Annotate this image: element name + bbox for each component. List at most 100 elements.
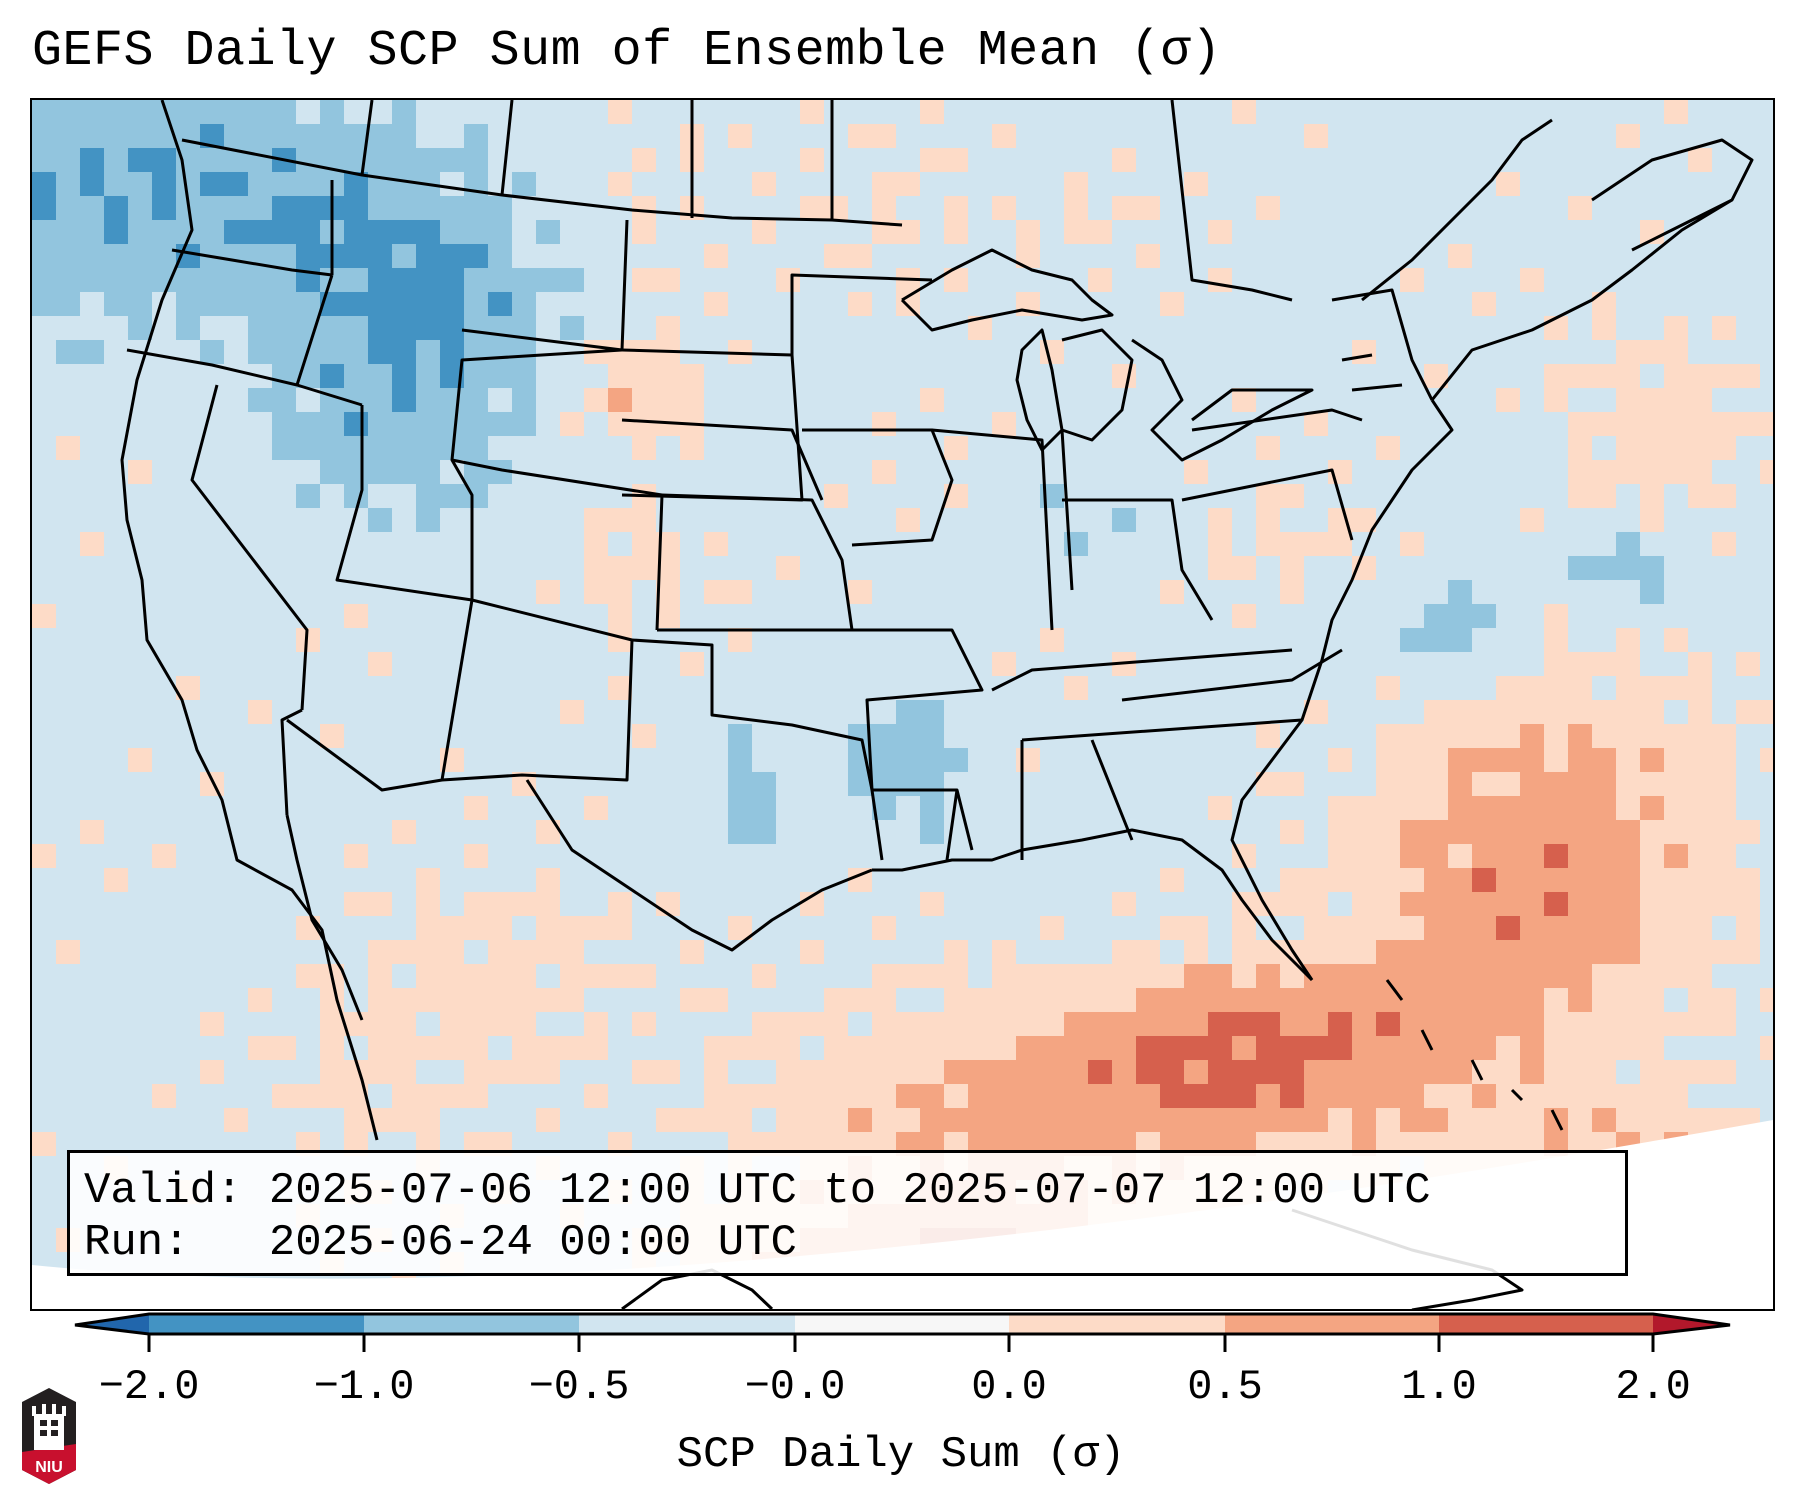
heatmap-cell (776, 1060, 800, 1084)
heatmap-cell (1424, 820, 1448, 844)
heatmap-cell (1688, 868, 1712, 892)
heatmap-cell (608, 100, 632, 124)
heatmap-cell (320, 340, 344, 364)
heatmap-cell (200, 340, 224, 364)
heatmap-cell (1640, 964, 1664, 988)
heatmap-cell (512, 172, 536, 196)
heatmap-cell (416, 316, 440, 340)
heatmap-cell (1064, 172, 1088, 196)
heatmap-cell (32, 220, 56, 244)
heatmap-cell (128, 124, 152, 148)
heatmap-cell (1328, 796, 1352, 820)
heatmap-cell (1352, 1012, 1376, 1036)
heatmap-cell (1424, 892, 1448, 916)
heatmap-cell (368, 1012, 392, 1036)
heatmap-cell (1232, 988, 1256, 1012)
heatmap-cell (1040, 628, 1064, 652)
tick-label: −0.0 (744, 1363, 846, 1411)
heatmap-cell (872, 748, 896, 772)
heatmap-cell (1016, 964, 1040, 988)
heatmap-cell (1640, 340, 1664, 364)
heatmap-cell (1040, 340, 1064, 364)
heatmap-cell (1640, 892, 1664, 916)
heatmap-cell (224, 196, 248, 220)
heatmap-cell (1472, 916, 1496, 940)
heatmap-cell (488, 364, 512, 388)
heatmap-cell (1400, 988, 1424, 1012)
heatmap-cell (608, 364, 632, 388)
heatmap-cell (1664, 1084, 1688, 1108)
heatmap-cell (656, 364, 680, 388)
heatmap-cell (1352, 892, 1376, 916)
heatmap-cell (320, 316, 344, 340)
niu-logo-text: NIU (35, 1459, 63, 1476)
heatmap-cell (1688, 748, 1712, 772)
heatmap-cell (1544, 916, 1568, 940)
heatmap-cell (344, 220, 368, 244)
heatmap-cell (272, 196, 296, 220)
heatmap-cell (1160, 868, 1184, 892)
border-wa-or (171, 248, 333, 277)
heatmap-cell (1184, 916, 1208, 940)
heatmap-cell (1304, 940, 1328, 964)
heatmap-cell (1448, 628, 1472, 652)
heatmap-cell (104, 868, 128, 892)
heatmap-cell (896, 724, 920, 748)
tick-label: 2.0 (1615, 1363, 1691, 1411)
heatmap-cell (152, 172, 176, 196)
heatmap-cell (872, 916, 896, 940)
heatmap-cell (320, 1060, 344, 1084)
heatmap-cell (1232, 1108, 1256, 1132)
heatmap-cell (1616, 460, 1640, 484)
heatmap-cell (464, 220, 488, 244)
heatmap-cell (536, 220, 560, 244)
heatmap-cell (1496, 700, 1520, 724)
heatmap-cell (1232, 916, 1256, 940)
heatmap-cell (440, 940, 464, 964)
heatmap-cell (824, 1036, 848, 1060)
heatmap-cell (1544, 316, 1568, 340)
heatmap-cell (440, 1084, 464, 1108)
heatmap-cell (464, 1036, 488, 1060)
heatmap-cell (584, 1036, 608, 1060)
heatmap-cell (344, 316, 368, 340)
heatmap-cell (1520, 940, 1544, 964)
heatmap-cell (464, 196, 488, 220)
heatmap-cell (440, 964, 464, 988)
heatmap-cell (272, 436, 296, 460)
heatmap-cell (488, 340, 512, 364)
heatmap-cell (248, 292, 272, 316)
heatmap-cell (1232, 1036, 1256, 1060)
heatmap-cell (296, 412, 320, 436)
heatmap-cell (176, 316, 200, 340)
heatmap-cell (128, 100, 152, 124)
heatmap-cell (1472, 988, 1496, 1012)
heatmap-cell (1328, 916, 1352, 940)
heatmap-cell (1448, 244, 1472, 268)
heatmap-cell (392, 316, 416, 340)
heatmap-cell (944, 964, 968, 988)
heatmap-cell (1688, 820, 1712, 844)
heatmap-cell (368, 388, 392, 412)
heatmap-cell (416, 268, 440, 292)
heatmap-cell (632, 1012, 656, 1036)
heatmap-cell (1088, 1108, 1112, 1132)
heatmap-cell (560, 1036, 584, 1060)
heatmap-cell (1520, 892, 1544, 916)
heatmap-cell (1520, 772, 1544, 796)
heatmap-cell (872, 172, 896, 196)
heatmap-cell (1424, 844, 1448, 868)
heatmap-cell (416, 388, 440, 412)
heatmap-cell (464, 124, 488, 148)
heatmap-cell (968, 1060, 992, 1084)
heatmap-cell (968, 1012, 992, 1036)
heatmap-cell (560, 988, 584, 1012)
heatmap-cell (680, 1108, 704, 1132)
heatmap-cell (1472, 1108, 1496, 1132)
heatmap-cell (1208, 988, 1232, 1012)
heatmap-cell (488, 196, 512, 220)
coastline-baja (285, 814, 364, 1021)
heatmap-cell (920, 1108, 944, 1132)
heatmap-cell (1064, 1060, 1088, 1084)
heatmap-cell (848, 244, 872, 268)
